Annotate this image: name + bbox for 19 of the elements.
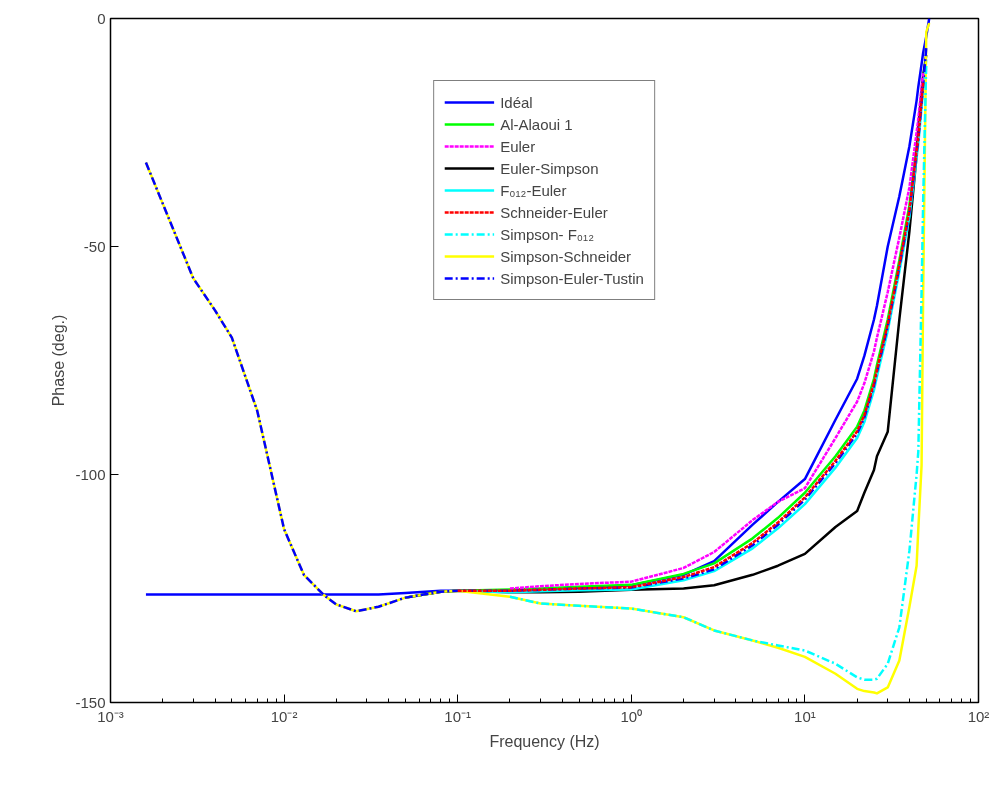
- x-tick-label: 10¹: [794, 707, 816, 725]
- legend-label: Euler-Simpson: [500, 158, 599, 179]
- y-tick-label: 0: [97, 9, 106, 27]
- legend-label: Schneider-Euler: [500, 202, 608, 223]
- legend-label: Euler: [500, 136, 536, 157]
- y-axis-title: Phase (deg.): [50, 314, 68, 407]
- y-tick-label: -50: [83, 237, 106, 255]
- legend-label: Simpson-Euler-Tustin: [500, 268, 644, 289]
- legend-label: Idéal: [500, 92, 533, 113]
- legend-label: Al-Alaoui 1: [500, 114, 573, 135]
- legend-label: F₀₁₂-Euler: [500, 180, 567, 201]
- x-tick-label: 10⁻¹: [444, 707, 472, 725]
- x-tick-label: 10⁻²: [270, 707, 298, 725]
- legend-label: Simpson-Schneider: [500, 246, 632, 267]
- x-axis-title: Frequency (Hz): [489, 732, 600, 750]
- legend-label: Simpson- F₀₁₂: [500, 224, 594, 245]
- x-tick-label: 10⁰: [620, 707, 643, 725]
- y-tick-label: -100: [75, 465, 106, 483]
- x-tick-label: 10²: [967, 707, 990, 725]
